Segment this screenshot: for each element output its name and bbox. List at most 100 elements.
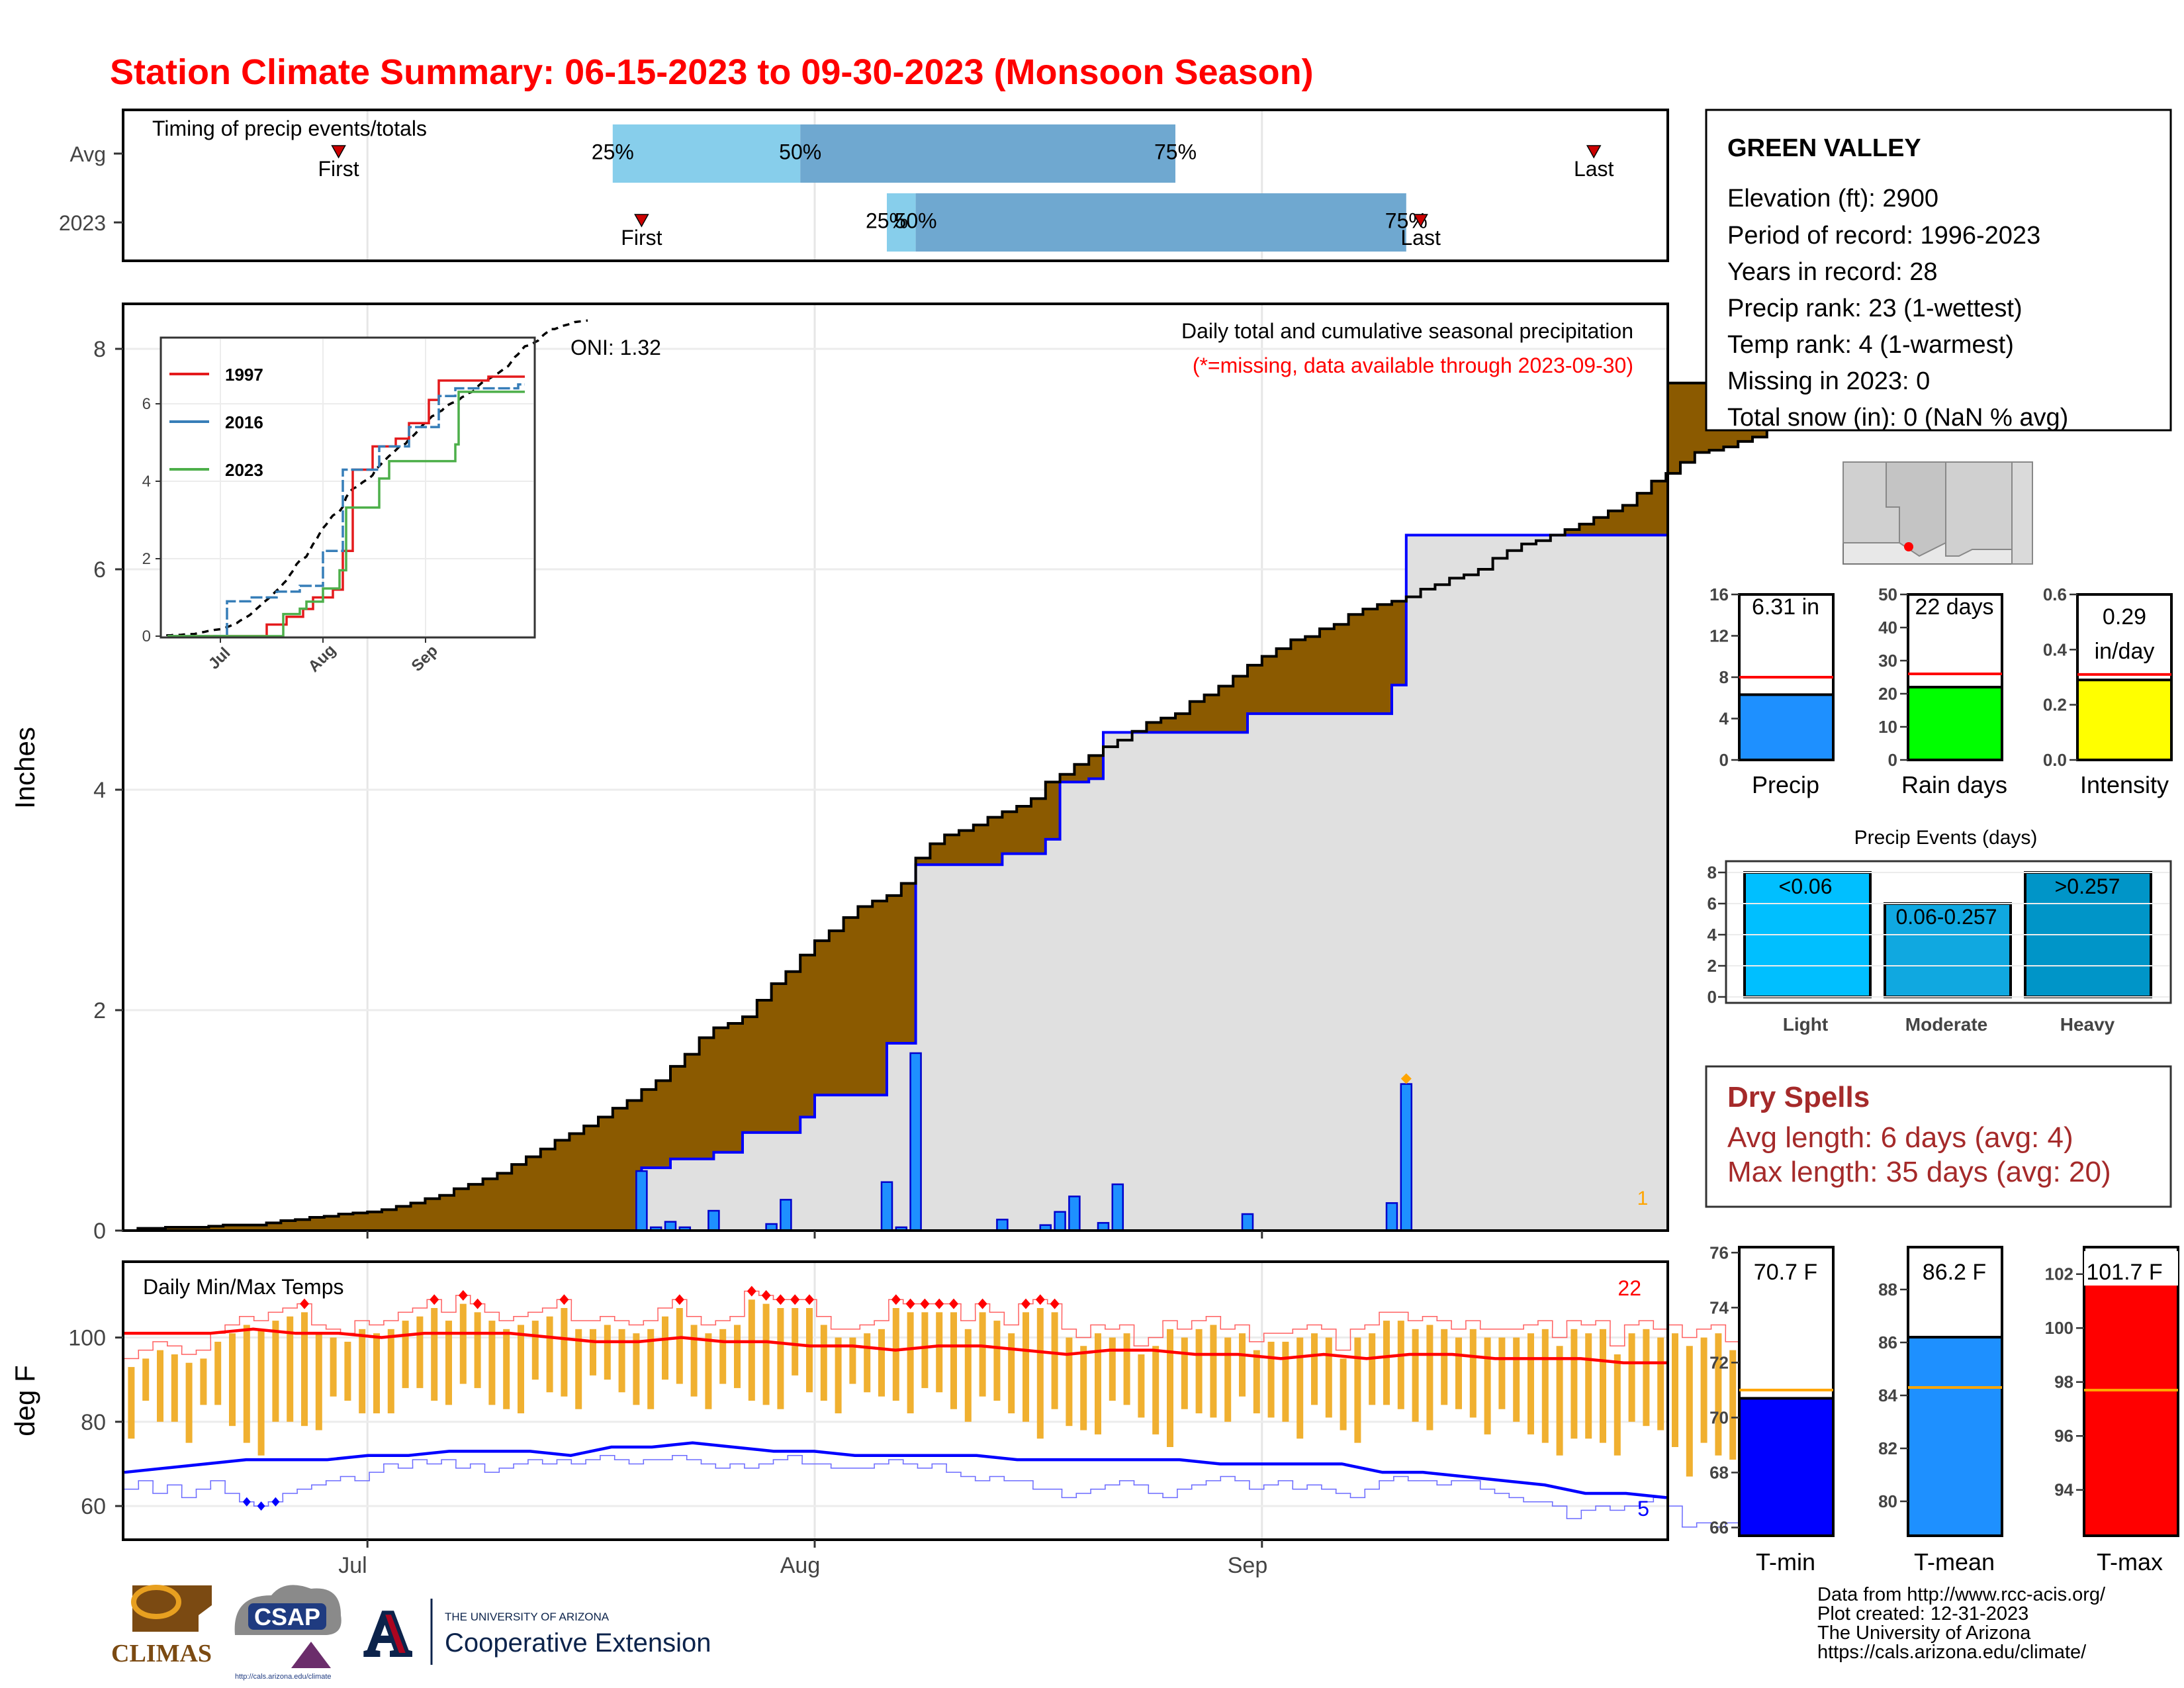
tgauge-min-label: T-min [1756, 1548, 1815, 1575]
temp-range-bar [488, 1321, 496, 1405]
temp-range-bar [1297, 1337, 1304, 1439]
temp-range-bar [1036, 1308, 1044, 1439]
tgauge-tmean-tick-label: 86 [1878, 1333, 1897, 1352]
temp-range-bar [431, 1308, 438, 1401]
station-precip-rank: Precip rank: 23 (1-wettest) [1727, 295, 2023, 322]
temp-xtick-aug: Aug [780, 1553, 821, 1578]
temp-range-bar [287, 1316, 294, 1422]
temp-range-bar [1138, 1354, 1145, 1418]
ua-logo: A THE UNIVERSITY OF ARIZONA Cooperative … [363, 1596, 711, 1671]
temp-range-bar [1195, 1329, 1203, 1414]
temp-range-bar [705, 1333, 712, 1409]
precip-ytick-label: 6 [93, 557, 106, 583]
temp-range-bar [1109, 1337, 1116, 1401]
timing-label-50: 50% [779, 140, 821, 164]
temp-record-high-marker [805, 1294, 814, 1305]
timing-label-first: First [621, 226, 662, 250]
temp-record-high-marker [473, 1298, 482, 1309]
precip-subtitle: Daily total and cumulative seasonal prec… [1181, 319, 1633, 343]
tgauge-tmax-tick-label: 102 [2045, 1264, 2073, 1284]
temp-range-bar [1354, 1337, 1361, 1443]
temp-range-bar [157, 1350, 163, 1422]
temp-range-bar [1253, 1350, 1260, 1414]
tgauge-value-box [1749, 1251, 1822, 1286]
temp-record-high-marker [1050, 1298, 1060, 1309]
temp-range-bar [503, 1329, 510, 1409]
gauge-precip-tick-label: 16 [1709, 585, 1729, 604]
temp-range-bar [762, 1303, 770, 1405]
gauge-intensity-tick-label: 0.6 [2043, 585, 2067, 604]
tgauge-tmin-tick-label: 68 [1709, 1462, 1729, 1482]
temp-range-bar [864, 1333, 871, 1393]
precip-missing-note: (*=missing, data available through 2023-… [1193, 353, 1633, 377]
temp-range-bar [892, 1308, 899, 1401]
credits: Data from http://www.rcc-acis.org/ Plot … [1817, 1584, 2106, 1663]
temp-range-bar [1023, 1312, 1029, 1422]
temp-range-bar [590, 1329, 596, 1376]
ua-block-a: A [365, 1598, 410, 1669]
temp-range-bar [214, 1341, 222, 1405]
temp-range-bar [518, 1325, 524, 1414]
temp-record-high-marker [920, 1298, 930, 1309]
temp-range-bar [1369, 1333, 1376, 1405]
csap-mountain [291, 1642, 331, 1668]
precip-gauges: 0 4 8 12 16 0 10 20 30 40 50 0.0 0.2 0.4 0.6 Precip Rain… [1709, 585, 2173, 798]
precip-events-chart: 0 2 4 6 8 Precip Events (days) Light Moderate He… [1707, 827, 2172, 1035]
credit-university: The University of Arizona [1817, 1622, 2031, 1644]
ua-big-text: Cooperative Extension [445, 1628, 711, 1658]
inset-bg [161, 338, 535, 637]
timing-label-25: 25% [866, 209, 908, 232]
daily-precip-bar [780, 1199, 792, 1232]
climas-logo-swirl [131, 1585, 181, 1619]
tgauge-tmean-tick-label: 88 [1878, 1280, 1897, 1299]
station-temp-rank: Temp rank: 4 (1-warmest) [1727, 331, 2014, 359]
station-info: GREEN VALLEY Elevation (ft): 2900 Period… [1705, 109, 2172, 432]
tgauge-min-value: 70.7 F [1754, 1260, 1817, 1285]
locator-map [1843, 461, 2033, 565]
temp-range-bar [575, 1329, 582, 1409]
precip-ytick-label: 0 [93, 1219, 106, 1244]
temp-range-bar [1167, 1329, 1173, 1447]
daily-precip-bar [1241, 1213, 1254, 1232]
events-label-light: Light [1783, 1014, 1828, 1035]
inset-frame [159, 336, 536, 639]
station-name: GREEN VALLEY [1727, 134, 1921, 162]
gauge-raindays-fill [1907, 686, 2003, 761]
tgauge-mean-label: T-mean [1914, 1548, 1995, 1575]
temp-range-bar [921, 1312, 929, 1388]
credit-plot-created: Plot created: 12-31-2023 [1817, 1603, 2028, 1624]
timing-label-last: Last [1400, 226, 1441, 250]
temp-xtick-sep: Sep [1228, 1553, 1268, 1578]
temp-range-bar [142, 1358, 150, 1401]
inset-ytick-label: 6 [142, 395, 151, 413]
timing-label-first: First [318, 157, 359, 181]
gauge-intensity-tick-label: 0.4 [2043, 639, 2068, 659]
temp-record-high-marker [891, 1294, 901, 1305]
cumulative-2023-fill [136, 535, 1668, 1231]
tgauge-tmin-tick-label: 66 [1709, 1518, 1729, 1538]
timing-label-75: 75% [1154, 140, 1197, 164]
tgauge-tmax-fill [2083, 1280, 2179, 1537]
temp-range-bar [1210, 1325, 1217, 1418]
gauge-raindays-value: 22 days [1915, 594, 1993, 620]
events-tick-label: 2 [1707, 956, 1717, 976]
temp-range-bar [950, 1312, 957, 1409]
temp-range-bar [1469, 1329, 1477, 1418]
daily-precip-bar [880, 1181, 893, 1232]
gauge-intensity-label: Intensity [2080, 771, 2169, 798]
timing-title: Timing of precip events/totals [152, 117, 427, 140]
daily-precip-bar [1068, 1196, 1081, 1232]
precip-ytick-label: 8 [93, 337, 106, 362]
precip-ytick-label: 2 [93, 998, 106, 1023]
events-tick-label: 0 [1707, 987, 1717, 1007]
temp-min-daily-line [124, 1454, 1769, 1528]
station-elevation: Elevation (ft): 2900 [1727, 185, 1938, 212]
temp-ytick-label: 60 [81, 1494, 106, 1519]
temp-range-bar [344, 1341, 351, 1401]
cumulative-2023-line [640, 534, 1668, 1231]
temp-max-daily-line [124, 1290, 1769, 1360]
timing-marker-first [634, 214, 649, 228]
temp-range-bar [171, 1354, 178, 1422]
temp-range-bar [1570, 1329, 1578, 1439]
